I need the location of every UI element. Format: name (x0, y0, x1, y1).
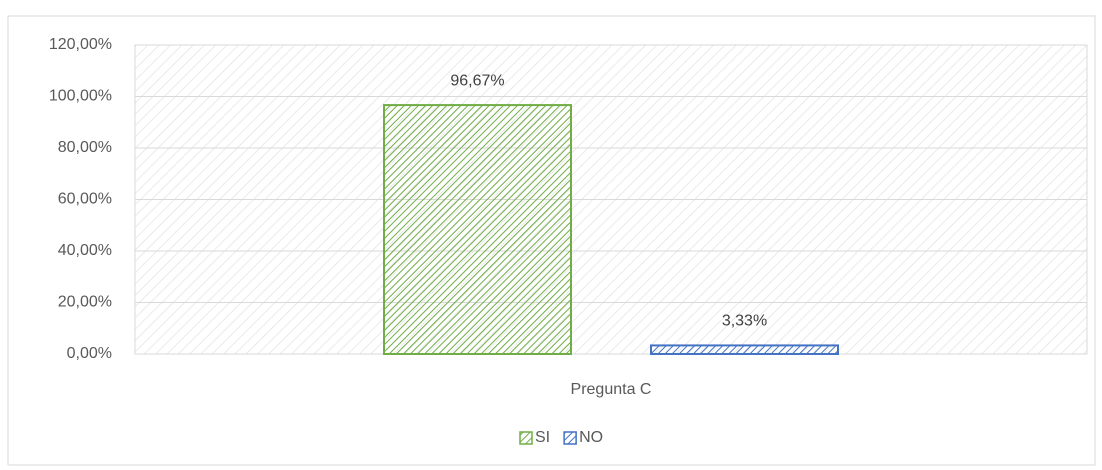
y-tick-label: 20,00% (58, 294, 112, 311)
legend-swatch (519, 431, 533, 445)
legend-label: NO (579, 429, 603, 446)
y-tick-label: 60,00% (58, 191, 112, 208)
x-tick-label: Pregunta C (571, 381, 652, 398)
bar (650, 344, 839, 356)
y-tick-label: 100,00% (49, 88, 112, 105)
y-tick-label: 120,00% (49, 36, 112, 53)
legend-label: SI (535, 429, 550, 446)
bar (383, 104, 572, 355)
y-tick-label: 0,00% (67, 345, 112, 362)
data-label: 96,67% (450, 72, 504, 89)
y-tick-label: 80,00% (58, 139, 112, 156)
data-label: 3,33% (722, 313, 767, 330)
legend-swatch (563, 431, 577, 445)
y-tick-label: 40,00% (58, 242, 112, 259)
